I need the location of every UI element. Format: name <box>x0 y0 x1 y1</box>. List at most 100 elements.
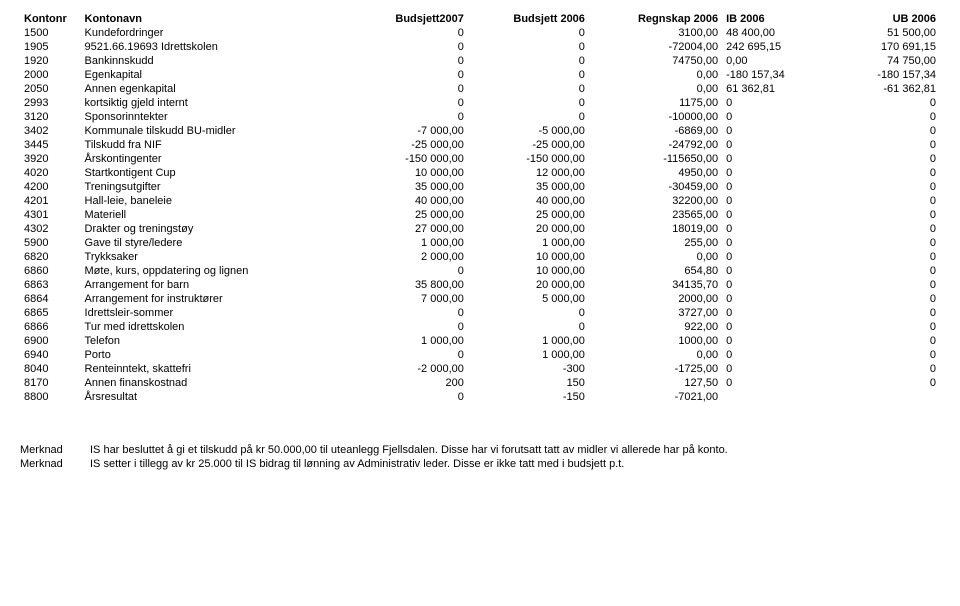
cell-b06: 10 000,00 <box>468 264 589 278</box>
cell-r06: 127,50 <box>589 376 722 390</box>
table-row: 4020Startkontigent Cup10 000,0012 000,00… <box>20 166 940 180</box>
cell-name: Renteinntekt, skattefri <box>81 362 347 376</box>
cell-ib06: 0 <box>722 348 831 362</box>
cell-b06: 0 <box>468 40 589 54</box>
cell-b06: 0 <box>468 82 589 96</box>
cell-r06: 23565,00 <box>589 208 722 222</box>
cell-nr: 4301 <box>20 208 81 222</box>
cell-ub06: 0 <box>831 152 940 166</box>
cell-name: Startkontigent Cup <box>81 166 347 180</box>
cell-r06: -30459,00 <box>589 180 722 194</box>
cell-nr: 6866 <box>20 320 81 334</box>
cell-b07: 0 <box>347 96 468 110</box>
cell-b06: 1 000,00 <box>468 334 589 348</box>
cell-r06: -24792,00 <box>589 138 722 152</box>
cell-ub06: 170 691,15 <box>831 40 940 54</box>
cell-name: Trykksaker <box>81 250 347 264</box>
table-row: 8800Årsresultat0-150-7021,00 <box>20 390 940 404</box>
cell-b06: -150 000,00 <box>468 152 589 166</box>
table-row: 5900Gave til styre/ledere1 000,001 000,0… <box>20 236 940 250</box>
cell-nr: 4201 <box>20 194 81 208</box>
cell-name: Sponsorinntekter <box>81 110 347 124</box>
cell-r06: -10000,00 <box>589 110 722 124</box>
cell-nr: 1920 <box>20 54 81 68</box>
table-row: 4301Materiell25 000,0025 000,0023565,000… <box>20 208 940 222</box>
cell-ub06: 74 750,00 <box>831 54 940 68</box>
cell-name: Materiell <box>81 208 347 222</box>
cell-b06: 12 000,00 <box>468 166 589 180</box>
cell-ub06: 0 <box>831 180 940 194</box>
table-header: Kontonr Kontonavn Budsjett2007 Budsjett … <box>20 12 940 26</box>
cell-b07: 25 000,00 <box>347 208 468 222</box>
cell-nr: 6865 <box>20 306 81 320</box>
cell-name: Annen egenkapital <box>81 82 347 96</box>
cell-ub06: 51 500,00 <box>831 26 940 40</box>
cell-nr: 6900 <box>20 334 81 348</box>
cell-b07: -150 000,00 <box>347 152 468 166</box>
cell-name: Tilskudd fra NIF <box>81 138 347 152</box>
col-header-r06: Regnskap 2006 <box>589 12 722 26</box>
cell-name: Tur med idrettskolen <box>81 320 347 334</box>
cell-nr: 6863 <box>20 278 81 292</box>
cell-r06: 2000,00 <box>589 292 722 306</box>
cell-ub06: 0 <box>831 124 940 138</box>
cell-ub06: 0 <box>831 292 940 306</box>
cell-b07: 0 <box>347 40 468 54</box>
cell-name: Arrangement for barn <box>81 278 347 292</box>
cell-ib06: 0 <box>722 96 831 110</box>
cell-b07: -2 000,00 <box>347 362 468 376</box>
cell-name: Kundefordringer <box>81 26 347 40</box>
cell-b06: -5 000,00 <box>468 124 589 138</box>
cell-b06: 0 <box>468 96 589 110</box>
cell-r06: 0,00 <box>589 250 722 264</box>
cell-ub06: 0 <box>831 96 940 110</box>
cell-nr: 4200 <box>20 180 81 194</box>
cell-nr: 2000 <box>20 68 81 82</box>
cell-nr: 4302 <box>20 222 81 236</box>
cell-ib06: 242 695,15 <box>722 40 831 54</box>
cell-b07: 0 <box>347 320 468 334</box>
cell-ub06: 0 <box>831 166 940 180</box>
cell-b06: 0 <box>468 26 589 40</box>
table-row: 6863Arrangement for barn35 800,0020 000,… <box>20 278 940 292</box>
cell-b07: 2 000,00 <box>347 250 468 264</box>
table-row: 3445Tilskudd fra NIF-25 000,00-25 000,00… <box>20 138 940 152</box>
cell-b07: 0 <box>347 68 468 82</box>
col-header-ub06: UB 2006 <box>831 12 940 26</box>
cell-ib06: 0 <box>722 222 831 236</box>
cell-ib06: 0 <box>722 362 831 376</box>
cell-b07: 27 000,00 <box>347 222 468 236</box>
cell-b06: 0 <box>468 54 589 68</box>
cell-ib06: 0 <box>722 264 831 278</box>
cell-ib06: 61 362,81 <box>722 82 831 96</box>
table-row: 4302Drakter og treningstøy27 000,0020 00… <box>20 222 940 236</box>
cell-name: Egenkapital <box>81 68 347 82</box>
cell-nr: 8040 <box>20 362 81 376</box>
cell-b06: 0 <box>468 320 589 334</box>
table-row: 6864Arrangement for instruktører7 000,00… <box>20 292 940 306</box>
cell-nr: 2993 <box>20 96 81 110</box>
cell-b07: 7 000,00 <box>347 292 468 306</box>
cell-ub06 <box>831 390 940 404</box>
col-header-b07: Budsjett2007 <box>347 12 468 26</box>
cell-r06: -72004,00 <box>589 40 722 54</box>
cell-r06: -7021,00 <box>589 390 722 404</box>
cell-nr: 6864 <box>20 292 81 306</box>
cell-b07: 35 800,00 <box>347 278 468 292</box>
cell-ib06: 0 <box>722 306 831 320</box>
cell-b06: -150 <box>468 390 589 404</box>
cell-ib06: 0 <box>722 180 831 194</box>
cell-name: Møte, kurs, oppdatering og lignen <box>81 264 347 278</box>
cell-b06: 20 000,00 <box>468 222 589 236</box>
cell-r06: -1725,00 <box>589 362 722 376</box>
cell-nr: 5900 <box>20 236 81 250</box>
cell-b07: -25 000,00 <box>347 138 468 152</box>
cell-name: kortsiktig gjeld internt <box>81 96 347 110</box>
cell-nr: 4020 <box>20 166 81 180</box>
cell-r06: 1175,00 <box>589 96 722 110</box>
cell-b06: -300 <box>468 362 589 376</box>
cell-ib06: -180 157,34 <box>722 68 831 82</box>
note-row: MerknadIS har besluttet å gi et tilskudd… <box>20 444 940 456</box>
cell-ub06: -61 362,81 <box>831 82 940 96</box>
cell-b06: 25 000,00 <box>468 208 589 222</box>
